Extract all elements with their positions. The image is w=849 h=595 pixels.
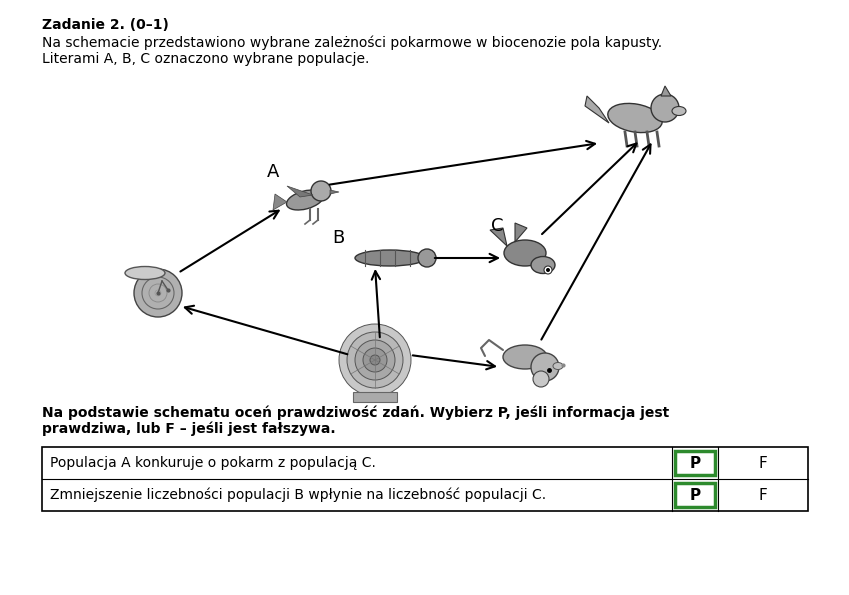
Circle shape <box>651 94 679 122</box>
Text: Zadanie 2. (0–1): Zadanie 2. (0–1) <box>42 18 169 32</box>
Bar <box>353 392 397 402</box>
Circle shape <box>311 181 331 201</box>
Ellipse shape <box>553 362 563 369</box>
Circle shape <box>546 268 550 272</box>
Text: B: B <box>332 229 344 247</box>
Circle shape <box>339 324 411 396</box>
Circle shape <box>531 353 559 381</box>
Ellipse shape <box>504 240 546 266</box>
Circle shape <box>134 269 182 317</box>
Circle shape <box>544 266 552 274</box>
Polygon shape <box>273 194 287 210</box>
Text: P: P <box>689 456 700 471</box>
Text: Literami A, B, C oznaczono wybrane populacje.: Literami A, B, C oznaczono wybrane popul… <box>42 52 369 66</box>
Circle shape <box>418 249 436 267</box>
Bar <box>42 447 808 511</box>
Circle shape <box>533 371 549 387</box>
Text: prawdziwa, lub F – jeśli jest fałszywa.: prawdziwa, lub F – jeśli jest fałszywa. <box>42 422 335 437</box>
Ellipse shape <box>355 250 425 266</box>
Ellipse shape <box>503 345 547 369</box>
Circle shape <box>363 348 387 372</box>
Ellipse shape <box>125 267 165 280</box>
Text: A: A <box>267 163 279 181</box>
Polygon shape <box>287 186 313 197</box>
Circle shape <box>355 340 395 380</box>
Polygon shape <box>330 190 339 194</box>
Polygon shape <box>490 228 507 246</box>
Text: Populacja A konkuruje o pokarm z populacją C.: Populacja A konkuruje o pokarm z populac… <box>50 456 376 470</box>
Ellipse shape <box>286 190 323 210</box>
Polygon shape <box>661 86 671 96</box>
Text: Zmniejszenie liczebności populacji B wpłynie na liczebność populacji C.: Zmniejszenie liczebności populacji B wpł… <box>50 488 546 502</box>
Text: C: C <box>491 217 503 235</box>
Circle shape <box>370 355 380 365</box>
Text: F: F <box>759 456 767 471</box>
Text: P: P <box>689 487 700 503</box>
Circle shape <box>347 332 403 388</box>
Text: F: F <box>759 487 767 503</box>
Text: Na podstawie schematu oceń prawdziwość zdań. Wybierz P, jeśli informacja jest: Na podstawie schematu oceń prawdziwość z… <box>42 405 669 419</box>
Text: Na schemacie przedstawiono wybrane zależności pokarmowe w biocenozie pola kapust: Na schemacie przedstawiono wybrane zależ… <box>42 36 662 51</box>
Ellipse shape <box>672 107 686 115</box>
Polygon shape <box>585 96 609 123</box>
Ellipse shape <box>608 104 662 133</box>
Ellipse shape <box>531 256 555 274</box>
Polygon shape <box>515 223 527 242</box>
